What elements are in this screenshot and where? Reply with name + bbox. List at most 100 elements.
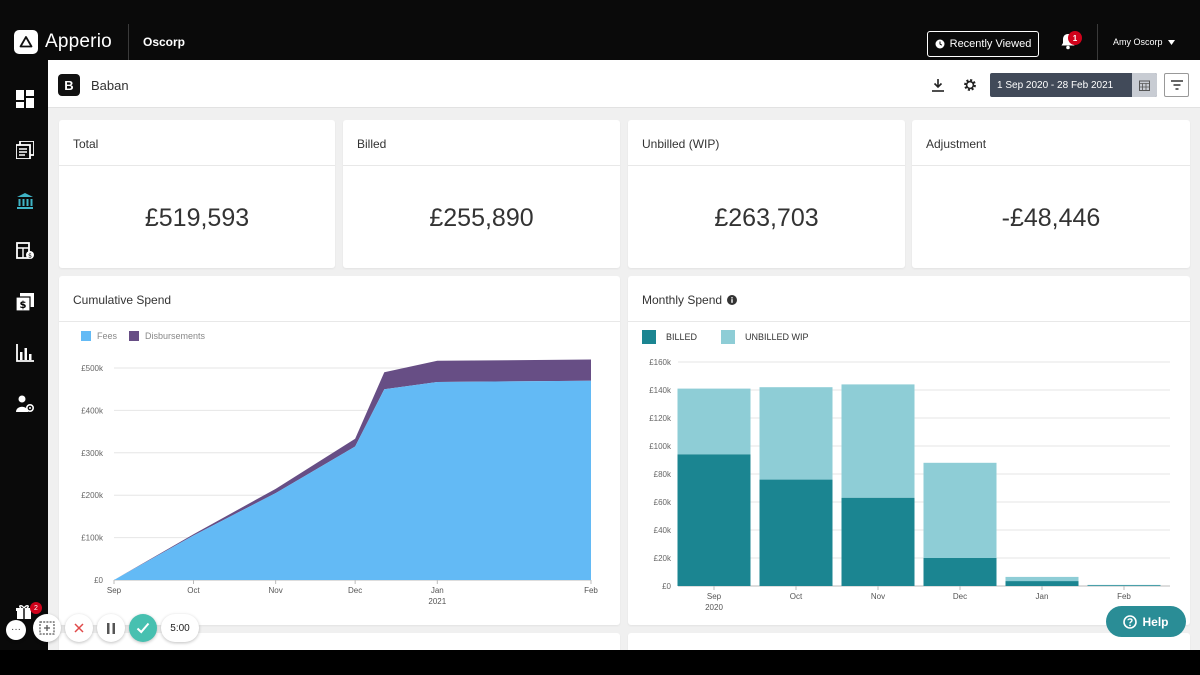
analytics-chart-icon[interactable] (15, 343, 35, 363)
lower-card-right (628, 633, 1190, 650)
bar-billed (1087, 585, 1161, 586)
x-tick-sublabel: 2020 (705, 603, 723, 612)
pause-recording-button[interactable] (97, 614, 125, 642)
workspace-badge: B (58, 74, 80, 96)
x-tick-label: Nov (871, 592, 885, 601)
legend-swatch-unbilled (721, 330, 736, 344)
help-button[interactable]: Help (1106, 606, 1186, 637)
help-label: Help (1142, 614, 1169, 629)
x-tick-label: Sep (707, 592, 722, 601)
y-tick-label: £100k (81, 534, 104, 543)
y-tick-label: £40k (654, 526, 672, 535)
lower-card-left (59, 633, 620, 650)
org-name[interactable]: Oscorp (143, 35, 186, 49)
screen-share-button[interactable] (33, 614, 61, 642)
y-tick-label: £20k (654, 554, 672, 563)
bar-billed (923, 558, 997, 586)
billing-calculator-icon[interactable]: $ (15, 241, 35, 261)
svg-text:$: $ (28, 253, 32, 260)
y-tick-label: £200k (81, 491, 104, 500)
bar-unbilled-wip (1005, 576, 1079, 582)
recently-viewed-button[interactable]: Recently Viewed (927, 31, 1039, 57)
workspace-name: Baban (91, 78, 129, 93)
bar-unbilled-wip (923, 462, 997, 558)
bar-billed (841, 497, 915, 586)
calendar-icon[interactable] (1132, 73, 1157, 97)
date-range-picker[interactable]: 1 Sep 2020 - 28 Feb 2021 (990, 73, 1157, 97)
bar-unbilled-wip (841, 384, 915, 498)
bottom-strip (0, 650, 1200, 675)
documents-icon[interactable] (15, 140, 35, 160)
y-tick-label: £400k (81, 406, 104, 415)
legend-label-fees: Fees (97, 331, 118, 341)
x-tick-label: Feb (584, 586, 598, 595)
cancel-recording-button[interactable] (65, 614, 93, 642)
legend-label-disbursements: Disbursements (145, 331, 206, 341)
user-settings-icon[interactable] (15, 394, 35, 414)
question-circle-icon (1123, 614, 1138, 629)
stat-card-label: Billed (343, 120, 620, 166)
x-tick-label: Nov (269, 586, 283, 595)
info-icon[interactable] (727, 295, 738, 305)
invoices-icon[interactable]: $ (15, 292, 35, 312)
stat-card-value: £255,890 (429, 204, 534, 232)
x-tick-label: Jan (1036, 592, 1049, 601)
legend-label-unbilled: UNBILLED WIP (745, 332, 809, 342)
fees-area (114, 380, 591, 580)
chart-legend: BILLED UNBILLED WIP (642, 330, 809, 344)
y-tick-label: £120k (649, 414, 672, 423)
y-tick-label: £300k (81, 449, 104, 458)
x-tick-label: Sep (107, 586, 122, 595)
stat-card-value: -£48,446 (1001, 204, 1101, 232)
x-tick-label: Feb (1117, 592, 1131, 601)
notification-count-badge: 1 (1068, 31, 1082, 45)
legend-swatch-disbursements (129, 331, 140, 341)
monthly-spend-chart: £0 £20k £40k £60k £80k £100k £120k £140k £160k Se… (649, 358, 1170, 612)
more-dots-icon: ··· (11, 624, 21, 635)
stat-card-label: Unbilled (WIP) (628, 120, 905, 166)
x-tick-label: Oct (790, 592, 803, 601)
clock-icon (935, 39, 945, 49)
screen-share-icon (39, 621, 55, 635)
check-icon (136, 622, 150, 634)
stat-card-adjustment: Adjustment -£48,446 (912, 120, 1190, 268)
divider (128, 24, 129, 62)
stat-card-label: Total (59, 120, 335, 166)
chart-title: Monthly Spend (642, 293, 723, 307)
bar-billed (677, 454, 751, 586)
monthly-spend-card: Monthly Spend BILLED UNBILLED WIP £0 £20k… (628, 276, 1190, 625)
gift-icon[interactable] (16, 604, 32, 625)
cumulative-spend-card: Cumulative Spend Fees Disbursements £0 £1… (59, 276, 620, 625)
bar-billed (759, 479, 833, 586)
x-tick-sublabel: 2021 (428, 597, 446, 606)
stat-card-label: Adjustment (912, 120, 1190, 166)
y-tick-label: £0 (94, 576, 103, 585)
stat-card-billed: Billed £255,890 (343, 120, 620, 268)
user-name: Amy Oscorp (1113, 37, 1163, 47)
top-bar: Apperio Oscorp Recently Viewed 1 Amy Osc… (0, 0, 1200, 62)
x-tick-label: Jan (431, 586, 444, 595)
legend-swatch-fees (81, 331, 91, 341)
bank-icon[interactable] (15, 191, 35, 211)
close-icon (74, 623, 84, 633)
legend-label-billed: BILLED (666, 332, 698, 342)
filter-button[interactable] (1164, 73, 1189, 97)
workspace-header: B Baban 1 Sep 2020 - 28 Feb 2021 (48, 60, 1200, 108)
y-tick-label: £0 (662, 582, 671, 591)
settings-gear-icon[interactable] (961, 76, 979, 94)
dashboard-icon[interactable] (15, 89, 35, 109)
bar-unbilled-wip (677, 388, 751, 455)
stat-card-total: Total £519,593 (59, 120, 335, 268)
y-tick-label: £80k (654, 470, 672, 479)
more-options-button[interactable]: ··· (6, 620, 26, 640)
x-tick-label: Oct (187, 586, 200, 595)
finish-recording-button[interactable] (129, 614, 157, 642)
bar-unbilled-wip (759, 387, 833, 480)
user-menu[interactable]: Amy Oscorp (1113, 37, 1175, 47)
x-tick-label: Dec (348, 586, 362, 595)
brand-logo[interactable]: Apperio (14, 30, 112, 54)
legend-swatch-billed (642, 330, 656, 344)
apperio-logo-icon (14, 30, 38, 54)
download-icon[interactable] (929, 76, 947, 94)
